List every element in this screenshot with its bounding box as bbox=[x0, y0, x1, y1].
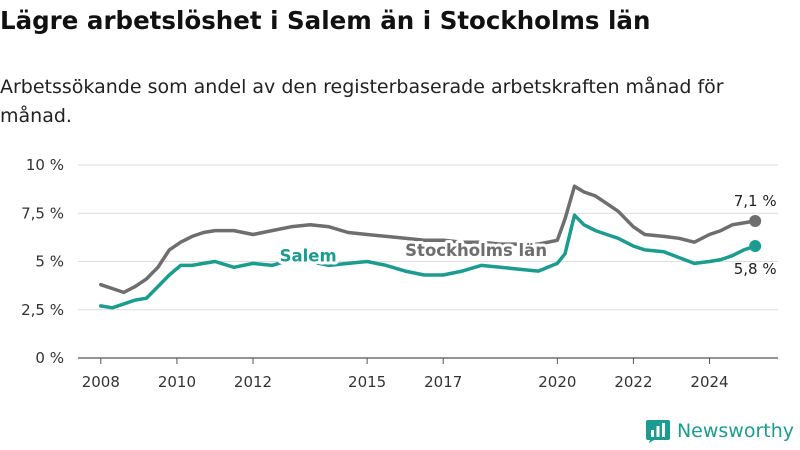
y-tick-label: 2,5 % bbox=[21, 301, 64, 319]
x-tick-label: 2012 bbox=[234, 373, 272, 390]
y-tick-label: 7,5 % bbox=[21, 204, 64, 222]
line-chart: 0 % 2,5 % 5 % 7,5 % 10 % 2008 2010 2012 2015 2017… bbox=[21, 156, 778, 390]
series-end-point bbox=[749, 214, 762, 227]
chart-title: Lägre arbetslöshet i Salem än i Stockhol… bbox=[0, 6, 651, 35]
x-tick-label: 2022 bbox=[614, 373, 652, 390]
y-tick-label: 5 % bbox=[35, 253, 64, 271]
chart-subtitle: Arbetssökande som andel av den registerb… bbox=[0, 76, 724, 127]
axes: 0 % 2,5 % 5 % 7,5 % 10 % 2008 2010 2012 2015 2017… bbox=[21, 156, 729, 390]
x-tick-label: 2015 bbox=[348, 373, 386, 390]
x-tick-label: 2008 bbox=[82, 373, 120, 390]
series-line bbox=[99, 184, 757, 295]
series-labels: Stockholms län Salem 7,1 % 5,8 % bbox=[277, 192, 777, 278]
series-end-point bbox=[749, 240, 762, 253]
series-name-label: Salem bbox=[280, 247, 337, 266]
x-tick-label: 2010 bbox=[158, 373, 196, 390]
grid bbox=[78, 164, 778, 359]
bar-chart-logo-icon bbox=[645, 420, 670, 443]
newsworthy-logo: Newsworthy bbox=[645, 418, 794, 444]
series-line bbox=[99, 213, 757, 310]
end-value-label: 7,1 % bbox=[734, 192, 777, 210]
end-value-label: 5,8 % bbox=[734, 260, 777, 278]
x-tick-label: 2017 bbox=[424, 373, 462, 390]
y-tick-label: 0 % bbox=[35, 349, 64, 367]
y-tick-label: 10 % bbox=[26, 156, 64, 174]
series-name-label: Stockholms län bbox=[405, 241, 547, 260]
brand-name: Newsworthy bbox=[676, 420, 794, 442]
x-tick-label: 2024 bbox=[690, 373, 728, 390]
x-tick-label: 2020 bbox=[538, 373, 576, 390]
series bbox=[99, 184, 762, 310]
